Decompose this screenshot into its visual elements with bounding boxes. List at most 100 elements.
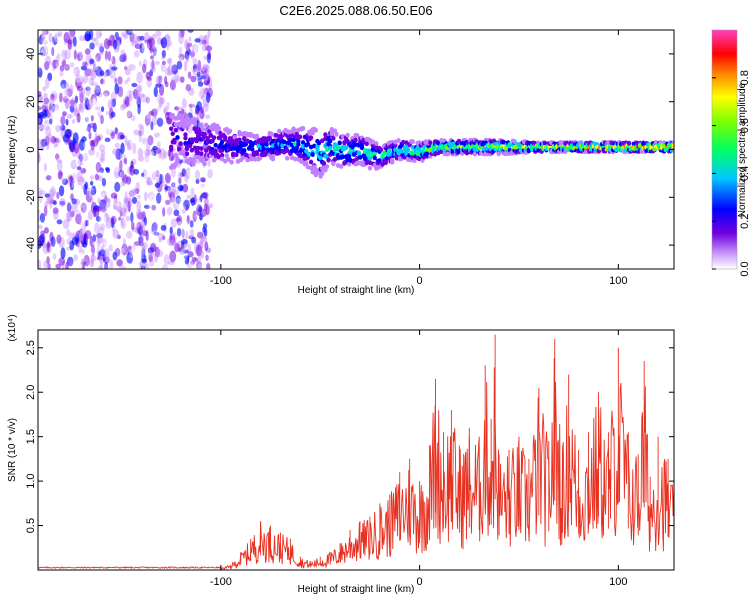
spectrogram-cell (105, 110, 110, 116)
spectrogram-cell (96, 246, 100, 256)
spectrogram-cell (116, 200, 122, 213)
spectrogram-cell (77, 127, 84, 138)
spectrogram-cell (175, 197, 183, 209)
spectrogram-cell (38, 123, 43, 131)
spectrogram-cell (175, 253, 182, 266)
spectrogram-cell (201, 259, 208, 265)
spectrogram-cell (78, 153, 84, 162)
spectrogram-cell (74, 76, 80, 83)
spectrogram-cell (202, 223, 208, 230)
spectrogram-cell (230, 152, 236, 158)
spectrogram-cell (558, 140, 563, 146)
snr-y-axis-label: SNR (10 * v/v) (7, 418, 18, 482)
colorbar: 0.0 0.2 0.4 0.6 0.8 Normalized spectral ampl… (711, 29, 750, 277)
spectrogram-cell (207, 218, 214, 225)
spectrogram-cell (150, 236, 158, 245)
spectrogram-y-tick-label: 40 (25, 48, 37, 60)
spectrogram-cell (148, 259, 155, 267)
spectrogram-cell (81, 75, 89, 84)
spectrogram-cell (167, 238, 173, 246)
spectrogram-cell (168, 126, 174, 132)
spectrogram-cell (53, 142, 58, 149)
spectrogram-cell (43, 227, 49, 234)
spectrogram-cell (81, 136, 87, 143)
spectrogram-cell (150, 121, 154, 131)
spectrogram-cell (304, 148, 309, 154)
spectrogram-cell (89, 122, 95, 129)
spectrogram-cell (125, 176, 132, 185)
spectrogram-cell (153, 252, 159, 263)
spectrogram-cell (149, 242, 157, 253)
spectrogram-cell (160, 251, 167, 259)
spectrogram-cell (163, 108, 167, 114)
spectrogram-cell (39, 233, 45, 246)
spectrogram-cell (200, 236, 204, 245)
spectrogram-cell (207, 158, 211, 167)
spectrogram-cell (106, 125, 113, 135)
spectrogram-cell (211, 135, 217, 141)
spectrogram-cell (76, 77, 82, 83)
spectrogram-cell (150, 151, 155, 160)
spectrogram-cell (288, 137, 293, 143)
spectrogram-cell (190, 260, 196, 265)
spectrogram-cell (127, 139, 133, 150)
spectrogram-cell (202, 133, 207, 139)
spectrogram-cell (159, 148, 166, 160)
spectrogram-cell (146, 76, 152, 81)
spectrogram-cell (184, 204, 189, 212)
spectrogram-cell (124, 135, 128, 146)
chart-title: C2E6.2025.088.06.50.E06 (279, 3, 432, 18)
spectrogram-cell (227, 128, 233, 134)
spectrogram-cell (70, 178, 76, 183)
spectrogram-cell (154, 60, 160, 65)
spectrogram-cell (66, 256, 74, 267)
spectrogram-cell (109, 64, 113, 76)
spectrogram-cell (180, 113, 185, 119)
spectrogram-cell (150, 200, 155, 206)
spectrogram-cell (79, 92, 84, 104)
spectrogram-cell (75, 213, 81, 225)
spectrogram-cell (313, 127, 319, 133)
spectrogram-cell (160, 37, 168, 49)
spectrogram-cell (44, 215, 50, 221)
spectrogram-cell (308, 159, 314, 165)
spectrogram-cell (44, 77, 50, 89)
spectrogram-cell (76, 85, 84, 92)
spectrogram-cell (410, 139, 416, 145)
spectrogram-cell (111, 164, 116, 177)
spectrogram-cell (120, 142, 125, 155)
spectrogram-cell (60, 79, 67, 89)
spectrogram-cell (396, 138, 401, 143)
spectrogram-cell (292, 156, 298, 162)
spectrogram-cell (201, 184, 205, 194)
spectrogram-cell (155, 83, 162, 88)
spectrogram-cell (191, 67, 195, 73)
spectrogram-cell (104, 71, 108, 82)
spectrogram-cell (158, 75, 163, 84)
snr-line (38, 358, 674, 570)
spectrogram-cell (90, 253, 95, 264)
spectrogram-cell (197, 59, 202, 72)
spectrogram-cell (188, 183, 195, 191)
spectrogram-cell (181, 219, 188, 226)
spectrogram-cell (199, 151, 204, 157)
spectrogram-cell (145, 97, 151, 104)
spectrogram-cell (88, 77, 94, 87)
spectrogram-cell (49, 105, 57, 117)
spectrogram-cell (43, 119, 50, 131)
spectrogram-cell (78, 204, 84, 209)
spectrogram-cell (128, 140, 134, 149)
spectrogram-cell (148, 110, 155, 116)
spectrogram-cell (194, 62, 199, 75)
spectrogram-cell (56, 219, 63, 225)
spectrogram-cell (46, 168, 54, 180)
spectrogram-cell (122, 33, 129, 40)
spectrogram-cell (68, 260, 73, 267)
spectrogram-cell (321, 160, 327, 166)
spectrogram-cell (43, 40, 47, 48)
spectrogram-cell (164, 76, 168, 85)
spectrogram-cell (53, 137, 59, 143)
spectrogram-cell (203, 79, 210, 86)
spectrogram-cell (119, 54, 126, 63)
spectrogram-cell (58, 185, 65, 197)
